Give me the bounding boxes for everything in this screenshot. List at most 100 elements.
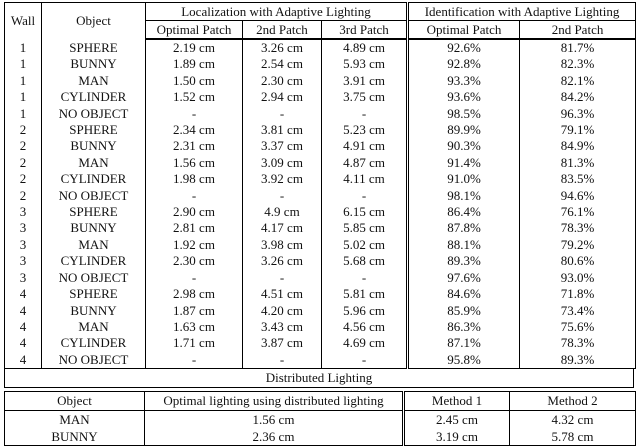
loc-optimal-patch-cell: - [145, 105, 243, 123]
loc-3rd-patch-cell: 5.81 cm [320, 286, 408, 303]
loc-2nd-patch-cell: - [242, 187, 322, 205]
method2-column-header: Method 2 [509, 391, 636, 412]
table-row: 1 CYLINDER 1.52 cm 2.94 cm 3.75 cm 93.6% 84.2% [5, 89, 636, 106]
loc-3rd-patch-cell: 5.23 cm [320, 122, 408, 139]
loc-3rd-patch-cell: 3.75 cm [320, 89, 408, 106]
loc-3rd-patch-cell: 3.91 cm [320, 72, 408, 90]
ident-optimal-patch-cell: 92.8% [406, 56, 520, 73]
loc-optimal-patch-cell: 2.90 cm [145, 204, 243, 221]
ident-2nd-patch-cell: 82.1% [519, 72, 636, 90]
optimal-lighting-cell: 2.36 cm [144, 428, 404, 446]
wall-cell: 1 [19, 72, 27, 88]
object-cell: BUNNY [41, 56, 146, 73]
loc-optimal-patch-cell: - [145, 269, 243, 287]
table-row: 2 MAN 1.56 cm 3.09 cm 4.87 cm 91.4% 81.3% [5, 154, 636, 172]
loc-3rd-patch-cell: 4.89 cm [320, 39, 408, 57]
object-cell: MAN [41, 318, 146, 336]
distributed-lighting-table-body: MAN 1.56 cm 2.45 cm 4.32 cm BUNNY 2.36 cm 3.19… [5, 410, 636, 446]
loc-2nd-patch-cell: 4.17 cm [242, 220, 322, 237]
ident-optimal-patch-cell: 91.4% [406, 154, 520, 172]
ident-optimal-patch-cell: 85.9% [406, 302, 520, 319]
header-row: Object Optimal lighting using distribute… [4, 391, 636, 412]
object-cell: MAN [41, 72, 146, 90]
loc-3rd-patch-cell: 5.68 cm [320, 253, 408, 270]
header-row-groups: Wall Object Localization with Adaptive L… [5, 2, 636, 39]
loc-2nd-patch-cell: 3.81 cm [242, 122, 322, 139]
ident-2nd-patch-cell: 96.3% [519, 105, 636, 123]
object-cell: BUNNY [41, 220, 146, 237]
loc-2nd-patch-cell: 3.37 cm [242, 138, 322, 155]
table-row: 2 CYLINDER 1.98 cm 3.92 cm 4.11 cm 91.0% 83.5% [5, 171, 636, 188]
wall-cell: 2 [19, 138, 27, 154]
optimal-lighting-cell: 1.56 cm [144, 410, 404, 429]
wall-cell: 2 [19, 154, 27, 170]
table-row: 2 NO OBJECT - - -98.1% 94.6% [5, 187, 636, 205]
object-cell: CYLINDER [41, 335, 146, 352]
table-row: 3 NO OBJECT - - -97.6% 93.0% [5, 269, 636, 287]
loc-optimal-patch-cell: 2.31 cm [145, 138, 243, 155]
table-row: BUNNY 2.36 cm 3.19 cm 5.78 cm [5, 428, 636, 446]
ident-2nd-patch-cell: 75.6% [519, 318, 636, 336]
table-row: 4 BUNNY 1.87 cm 4.20 cm 5.96 cm 85.9% 73.4% [5, 302, 636, 319]
object-cell: SPHERE [41, 39, 146, 57]
loc-2nd-patch-cell: - [242, 351, 322, 369]
ident-2nd-patch-cell: 81.3% [519, 154, 636, 172]
table-row: 3 MAN 1.92 cm 3.98 cm 5.02 cm 88.1% 79.2% [5, 236, 636, 254]
ident-2nd-patch-cell: 84.2% [519, 89, 636, 106]
ident-optimal-patch-cell: 95.8% [406, 351, 520, 369]
method2-cell: 5.78 cm [509, 428, 636, 446]
ident-optimal-patch-cell: 93.6% [406, 89, 520, 106]
loc-2nd-patch-cell: 2.94 cm [242, 89, 322, 106]
object-column-header: Object [41, 2, 146, 39]
header-row-subcolumns: Optimal Patch 2nd Patch 3rd Patch Optima… [5, 20, 636, 40]
distributed-lighting-banner: Distributed Lighting [4, 369, 634, 389]
method2-cell: 4.32 cm [509, 410, 636, 429]
wall-cell: 4 [19, 335, 27, 351]
loc-3rd-patch-cell: 5.93 cm [320, 56, 408, 73]
loc-2nd-patch-cell: 4.20 cm [242, 302, 322, 319]
loc-3rd-patch-cell: 5.96 cm [320, 302, 408, 319]
loc-3rd-patch-cell: 4.91 cm [320, 138, 408, 155]
ident-2nd-patch-header: 2nd Patch [519, 20, 636, 40]
loc-2nd-patch-cell: 3.98 cm [242, 236, 322, 254]
table-row: 1 NO OBJECT - - -98.5% 96.3% [5, 105, 636, 123]
loc-optimal-patch-cell: - [145, 351, 243, 369]
loc-2nd-patch-cell: 4.9 cm [242, 204, 322, 221]
ident-2nd-patch-cell: 76.1% [519, 204, 636, 221]
wall-cell: 4 [19, 351, 27, 367]
loc-optimal-patch-cell: 1.98 cm [145, 171, 243, 188]
loc-optimal-patch-cell: 2.81 cm [145, 220, 243, 237]
loc-3rd-patch-cell: 5.02 cm [320, 236, 408, 254]
ident-optimal-patch-cell: 98.5% [406, 105, 520, 123]
table-row: 1 BUNNY 1.89 cm 2.54 cm 5.93 cm 92.8% 82.3% [5, 56, 636, 73]
loc-2nd-patch-cell: 3.87 cm [242, 335, 322, 352]
table-row: 2 BUNNY 2.31 cm 3.37 cm 4.91 cm 90.3% 84.9% [5, 138, 636, 155]
loc-optimal-patch-cell: 1.71 cm [145, 335, 243, 352]
loc-optimal-patch-cell: 1.63 cm [145, 318, 243, 336]
object-cell: SPHERE [41, 204, 146, 221]
ident-optimal-patch-header: Optimal Patch [406, 20, 520, 40]
loc-optimal-patch-cell: - [145, 187, 243, 205]
object-cell: MAN [59, 412, 90, 428]
method1-cell: 2.45 cm [402, 410, 510, 429]
loc-optimal-patch-cell: 1.92 cm [145, 236, 243, 254]
loc-2nd-patch-cell: 3.09 cm [242, 154, 322, 172]
identification-group-header: Identification with Adaptive Lighting [406, 2, 636, 21]
table-row: 2 SPHERE 2.34 cm 3.81 cm 5.23 cm 89.9% 79.1% [5, 122, 636, 139]
object-cell: MAN [41, 154, 146, 172]
loc-3rd-patch-cell: - [320, 105, 408, 123]
loc-2nd-patch-cell: 3.26 cm [242, 39, 322, 57]
object-cell: CYLINDER [41, 89, 146, 106]
table-row: 3 BUNNY 2.81 cm 4.17 cm 5.85 cm 87.8% 78.3% [5, 220, 636, 237]
loc-optimal-patch-cell: 2.19 cm [145, 39, 243, 57]
ident-optimal-patch-cell: 87.8% [406, 220, 520, 237]
loc-2nd-patch-cell: 3.26 cm [242, 253, 322, 270]
ident-2nd-patch-cell: 84.9% [519, 138, 636, 155]
wall-cell: 4 [19, 302, 27, 318]
loc-3rd-patch-cell: 5.85 cm [320, 220, 408, 237]
wall-cell: 2 [19, 187, 27, 203]
loc-2nd-patch-cell: 4.51 cm [242, 286, 322, 303]
object-cell: NO OBJECT [41, 269, 146, 287]
object-cell: BUNNY [41, 302, 146, 319]
wall-cell: 2 [19, 122, 27, 138]
